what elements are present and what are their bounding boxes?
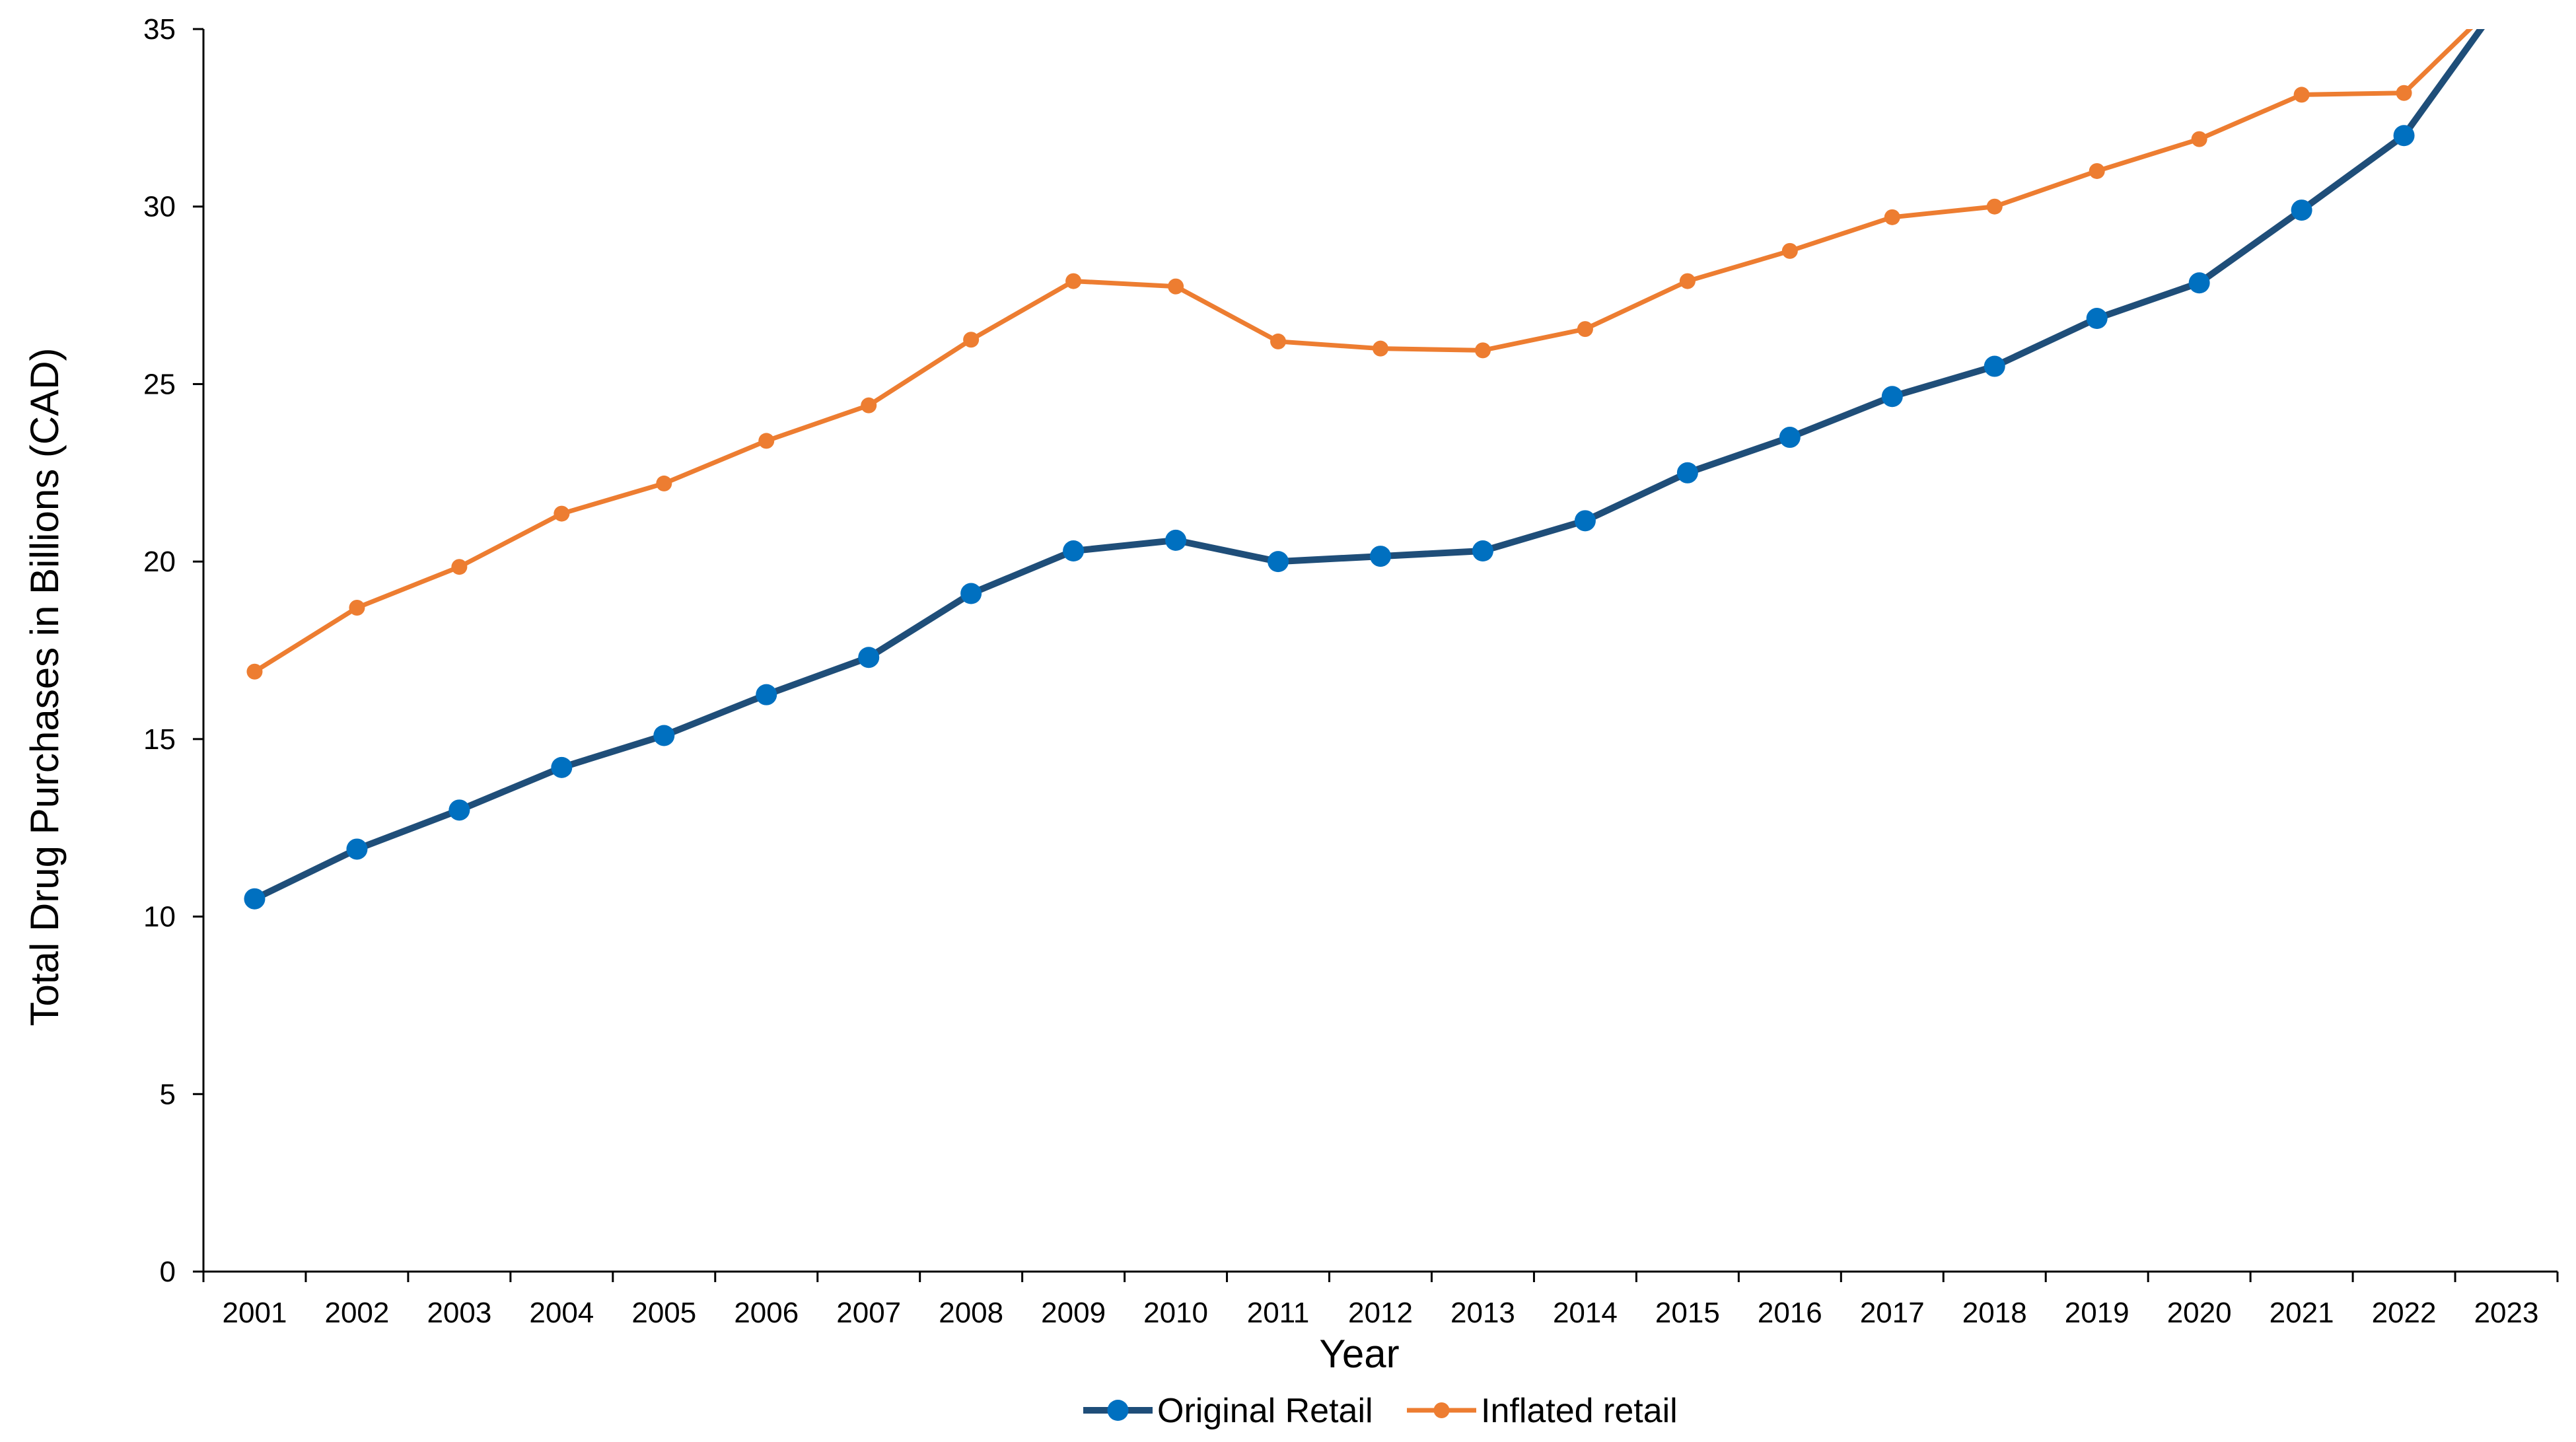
data-point — [2291, 199, 2312, 221]
data-point — [451, 559, 468, 575]
data-point — [2191, 131, 2207, 147]
data-point — [1373, 340, 1388, 357]
data-point — [960, 583, 982, 604]
data-point — [2086, 308, 2108, 330]
x-axis-title: Year — [1319, 1332, 1399, 1376]
data-point — [1574, 510, 1596, 532]
data-point — [1984, 355, 2005, 377]
x-tick-label: 2009 — [1041, 1297, 1106, 1329]
x-tick-label: 2004 — [529, 1297, 594, 1329]
data-point — [1881, 386, 1903, 408]
data-point — [2396, 85, 2412, 101]
x-tick-label: 2013 — [1450, 1297, 1515, 1329]
data-point — [244, 888, 266, 910]
data-point — [1168, 278, 1184, 295]
plot-area — [244, 0, 2517, 910]
x-tick-label: 2012 — [1348, 1297, 1413, 1329]
series-inflated-retail — [246, 0, 2515, 680]
data-point — [1679, 273, 1696, 289]
data-point — [656, 475, 672, 491]
legend-entry: Inflated retail — [1407, 1392, 1678, 1430]
y-axis-title: Total Drug Purchases in Billions (CAD) — [22, 347, 67, 1026]
y-axis: 0 5 10 15 20 25 30 35 — [143, 13, 205, 1288]
data-point — [963, 332, 980, 348]
data-point — [2188, 272, 2210, 294]
data-point — [551, 756, 573, 778]
data-point — [1065, 273, 1082, 289]
x-tick-label: 2019 — [2065, 1297, 2129, 1329]
data-point — [2089, 162, 2105, 179]
x-tick-label: 2022 — [2372, 1297, 2437, 1329]
data-point — [1779, 427, 1801, 449]
x-tick-label: 2006 — [734, 1297, 799, 1329]
x-tick-label: 2018 — [1962, 1297, 2027, 1329]
data-point — [1577, 321, 1593, 338]
legend-label: Original Retail — [1157, 1392, 1373, 1430]
data-point — [1270, 333, 1287, 349]
data-point — [2393, 125, 2415, 147]
data-point — [1472, 540, 1493, 562]
data-point — [1884, 209, 1900, 225]
x-tick-label: 2010 — [1143, 1297, 1208, 1329]
x-tick-label: 2007 — [836, 1297, 901, 1329]
x-tick-label: 2016 — [1758, 1297, 1822, 1329]
x-tick-label: 2003 — [427, 1297, 491, 1329]
data-point — [2293, 87, 2310, 103]
x-tick-label: 2020 — [2167, 1297, 2232, 1329]
x-axis: 2001 2002 2003 2004 2005 2006 2007 2008 2009 2010… — [202, 1270, 2559, 1329]
data-point — [1165, 529, 1187, 551]
series-line — [253, 29, 2474, 674]
data-point — [246, 663, 263, 680]
y-tick-label: 0 — [160, 1256, 176, 1288]
data-point — [448, 799, 470, 821]
x-tick-label: 2011 — [1247, 1297, 1310, 1329]
data-point — [653, 725, 675, 746]
y-tick-label: 10 — [143, 901, 176, 933]
data-point — [554, 505, 570, 522]
data-point — [758, 433, 775, 449]
x-tick-label: 2002 — [324, 1297, 389, 1329]
data-point — [1474, 342, 1491, 359]
x-tick-label: 2021 — [2270, 1297, 2334, 1329]
data-point — [346, 838, 368, 860]
y-tick-label: 30 — [143, 191, 176, 223]
data-point — [858, 647, 880, 668]
data-point — [1781, 242, 1798, 259]
data-point — [861, 397, 877, 414]
series-original-retail — [244, 0, 2517, 910]
legend: Original Retail Inflated retail — [1083, 1392, 1678, 1430]
legend-label: Inflated retail — [1481, 1392, 1678, 1430]
data-point — [1986, 198, 2003, 215]
legend-swatch-marker — [1433, 1402, 1450, 1418]
y-tick-label: 35 — [143, 13, 176, 46]
x-tick-label: 2014 — [1553, 1297, 1618, 1329]
x-tick-label: 2023 — [2474, 1297, 2539, 1329]
y-tick-label: 25 — [143, 368, 176, 400]
series-line — [253, 29, 2485, 902]
data-point — [756, 684, 777, 705]
x-tick-label: 2005 — [631, 1297, 696, 1329]
y-tick-label: 20 — [143, 546, 176, 578]
legend-swatch-marker — [1107, 1400, 1129, 1421]
legend-entry: Original Retail — [1083, 1392, 1373, 1430]
data-point — [2499, 0, 2515, 1]
data-point — [2496, 0, 2517, 4]
x-tick-label: 2017 — [1860, 1297, 1925, 1329]
x-tick-label: 2001 — [223, 1297, 287, 1329]
data-point — [1063, 540, 1085, 562]
x-tick-label: 2008 — [939, 1297, 1003, 1329]
data-point — [1676, 462, 1698, 484]
y-tick-label: 15 — [143, 723, 176, 756]
data-point — [1268, 551, 1289, 573]
y-tick-label: 5 — [160, 1078, 176, 1110]
data-point — [1370, 546, 1391, 567]
x-tick-label: 2015 — [1655, 1297, 1720, 1329]
data-point — [349, 600, 365, 616]
